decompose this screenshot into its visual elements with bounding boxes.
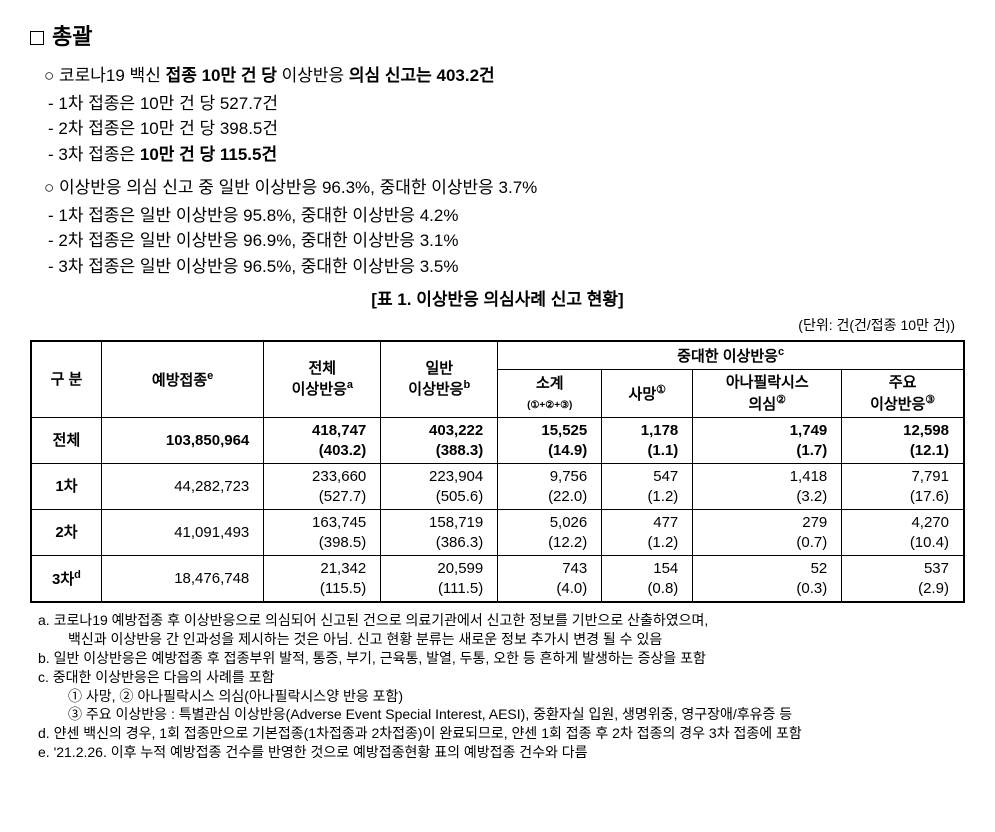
footnote-e: e. '21.2.26. 이후 누적 예방접종 건수를 반영한 것으로 예방접종… [38, 743, 965, 762]
cell-death: 1,178(1.1) [602, 418, 693, 464]
cell-total-adverse: 418,747(403.2) [264, 418, 381, 464]
footnote-c-sub1: ① 사망, ② 아나필락시스 의심(아나필락시스양 반응 포함) [38, 687, 965, 706]
cell-subtotal: 15,525(14.9) [498, 418, 602, 464]
cell-general-adverse: 403,222(388.3) [381, 418, 498, 464]
section-title: 총괄 [30, 20, 965, 53]
cell-subtotal: 5,026(12.2) [498, 510, 602, 556]
cell-anaphylaxis: 279(0.7) [693, 510, 842, 556]
row-label: 전체 [31, 418, 101, 464]
footnote-a-1: a. 코로나19 예방접종 후 이상반응으로 의심되어 신고된 건으로 의료기관… [38, 611, 965, 630]
footnote-d: d. 얀센 백신의 경우, 1회 접종만으로 기본접종(1차접종과 2차접종)이… [38, 724, 965, 743]
footnote-b: b. 일반 이상반응은 예방접종 후 접종부위 발적, 통증, 부기, 근육통,… [38, 649, 965, 668]
cell-death: 477(1.2) [602, 510, 693, 556]
footnote-c-sub2: ③ 주요 이상반응 : 특별관심 이상반응(Adverse Event Spec… [38, 705, 965, 724]
th-division: 구 분 [31, 341, 101, 418]
row-label: 2차 [31, 510, 101, 556]
cell-vaccination: 41,091,493 [101, 510, 263, 556]
th-total-adverse: 전체이상반응a [264, 341, 381, 418]
table-row: 3차d18,476,74821,342(115.5)20,599(111.5)7… [31, 556, 964, 603]
cell-total-adverse: 163,745(398.5) [264, 510, 381, 556]
th-serious-adverse-group: 중대한 이상반응c [498, 341, 964, 370]
cell-major-adverse: 7,791(17.6) [842, 464, 964, 510]
summary-2-line-3: 3차 접종은 일반 이상반응 96.5%, 중대한 이상반응 3.5% [48, 254, 965, 280]
summary-1-main: 코로나19 백신 접종 10만 건 당 이상반응 의심 신고는 403.2건 [44, 63, 965, 89]
summary-1-line-2: 2차 접종은 10만 건 당 398.5건 [48, 116, 965, 142]
th-major-adverse: 주요이상반응③ [842, 370, 964, 418]
th-death: 사망① [602, 370, 693, 418]
summary-1-line-1: 1차 접종은 10만 건 당 527.7건 [48, 91, 965, 117]
table-row: 2차41,091,493163,745(398.5)158,719(386.3)… [31, 510, 964, 556]
table-title: [표 1. 이상반응 의심사례 신고 현황] [30, 287, 965, 313]
th-vaccination: 예방접종e [101, 341, 263, 418]
table-unit-note: (단위: 건(건/접종 10만 건)) [30, 315, 965, 336]
th-anaphylaxis: 아나필락시스의심② [693, 370, 842, 418]
footnotes: a. 코로나19 예방접종 후 이상반응으로 의심되어 신고된 건으로 의료기관… [30, 611, 965, 762]
summary-2-main: 이상반응 의심 신고 중 일반 이상반응 96.3%, 중대한 이상반응 3.7… [44, 175, 965, 201]
cell-subtotal: 9,756(22.0) [498, 464, 602, 510]
cell-total-adverse: 233,660(527.7) [264, 464, 381, 510]
cell-general-adverse: 20,599(111.5) [381, 556, 498, 603]
cell-total-adverse: 21,342(115.5) [264, 556, 381, 603]
cell-subtotal: 743(4.0) [498, 556, 602, 603]
row-label: 3차d [31, 556, 101, 603]
title-text: 총괄 [52, 24, 92, 49]
table-row: 전체103,850,964418,747(403.2)403,222(388.3… [31, 418, 964, 464]
cell-anaphylaxis: 1,418(3.2) [693, 464, 842, 510]
square-bullet-icon [30, 31, 44, 45]
cell-vaccination: 103,850,964 [101, 418, 263, 464]
cell-major-adverse: 12,598(12.1) [842, 418, 964, 464]
cell-general-adverse: 223,904(505.6) [381, 464, 498, 510]
adverse-events-table: 구 분 예방접종e 전체이상반응a 일반이상반응b 중대한 이상반응c 소계(①… [30, 340, 965, 604]
footnote-c: c. 중대한 이상반응은 다음의 사례를 포함 [38, 668, 965, 687]
cell-vaccination: 44,282,723 [101, 464, 263, 510]
footnote-a-2: 백신과 이상반응 간 인과성을 제시하는 것은 아님. 신고 현황 분류는 새로… [38, 630, 965, 649]
summary-1-line-3: 3차 접종은 10만 건 당 115.5건 [48, 142, 965, 168]
cell-death: 154(0.8) [602, 556, 693, 603]
summary-2-line-2: 2차 접종은 일반 이상반응 96.9%, 중대한 이상반응 3.1% [48, 228, 965, 254]
cell-vaccination: 18,476,748 [101, 556, 263, 603]
row-label: 1차 [31, 464, 101, 510]
cell-anaphylaxis: 52(0.3) [693, 556, 842, 603]
cell-death: 547(1.2) [602, 464, 693, 510]
th-general-adverse: 일반이상반응b [381, 341, 498, 418]
summary-2-line-1: 1차 접종은 일반 이상반응 95.8%, 중대한 이상반응 4.2% [48, 203, 965, 229]
table-row: 1차44,282,723233,660(527.7)223,904(505.6)… [31, 464, 964, 510]
th-subtotal: 소계(①+②+③) [498, 370, 602, 418]
cell-anaphylaxis: 1,749(1.7) [693, 418, 842, 464]
cell-major-adverse: 537(2.9) [842, 556, 964, 603]
cell-major-adverse: 4,270(10.4) [842, 510, 964, 556]
cell-general-adverse: 158,719(386.3) [381, 510, 498, 556]
